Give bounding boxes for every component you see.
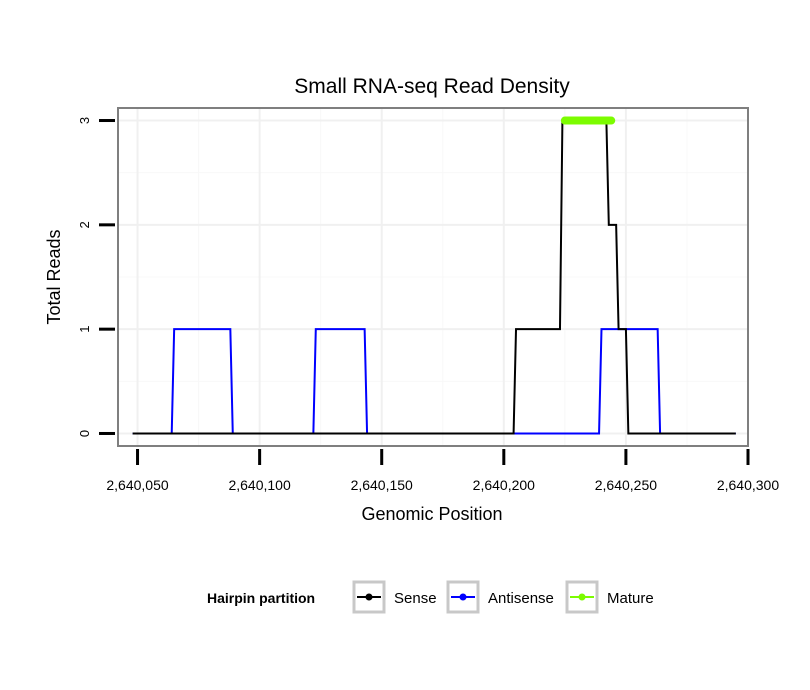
y-axis-label: Total Reads	[44, 229, 64, 324]
chart-title: Small RNA-seq Read Density	[294, 75, 570, 98]
legend-key-dot	[578, 593, 586, 601]
series-line-antisense	[132, 328, 736, 435]
x-axis: 2,640,050 2,640,100 2,640,150 2,640,200 2,64…	[106, 449, 779, 493]
x-tick-label: 2,640,300	[717, 477, 779, 493]
x-tick-label: 2,640,250	[595, 477, 657, 493]
x-tick-label: 2,640,050	[106, 477, 168, 493]
legend: Hairpin partition Sense Antisense Mature	[207, 580, 654, 614]
legend-key-dot	[459, 593, 467, 601]
series-line-sense	[132, 119, 736, 435]
x-tick-label: 2,640,200	[473, 477, 535, 493]
x-tick-label: 2,640,100	[228, 477, 290, 493]
legend-label-mature: Mature	[607, 590, 654, 607]
legend-label-antisense: Antisense	[488, 590, 554, 607]
legend-items: Sense Antisense Mature	[352, 580, 654, 614]
y-tick-label: 2	[77, 221, 92, 228]
y-axis: 0 1 2 3	[77, 117, 115, 437]
y-tick-label: 3	[77, 117, 92, 124]
x-axis-label: Genomic Position	[361, 504, 502, 524]
legend-label-sense: Sense	[394, 590, 437, 607]
legend-title: Hairpin partition	[207, 590, 315, 606]
y-tick-label: 0	[77, 430, 92, 437]
y-tick-label: 1	[77, 326, 92, 333]
plot-border	[117, 107, 749, 447]
series-layer	[132, 116, 736, 435]
x-tick-label: 2,640,150	[351, 477, 413, 493]
legend-key-dot	[365, 593, 373, 601]
